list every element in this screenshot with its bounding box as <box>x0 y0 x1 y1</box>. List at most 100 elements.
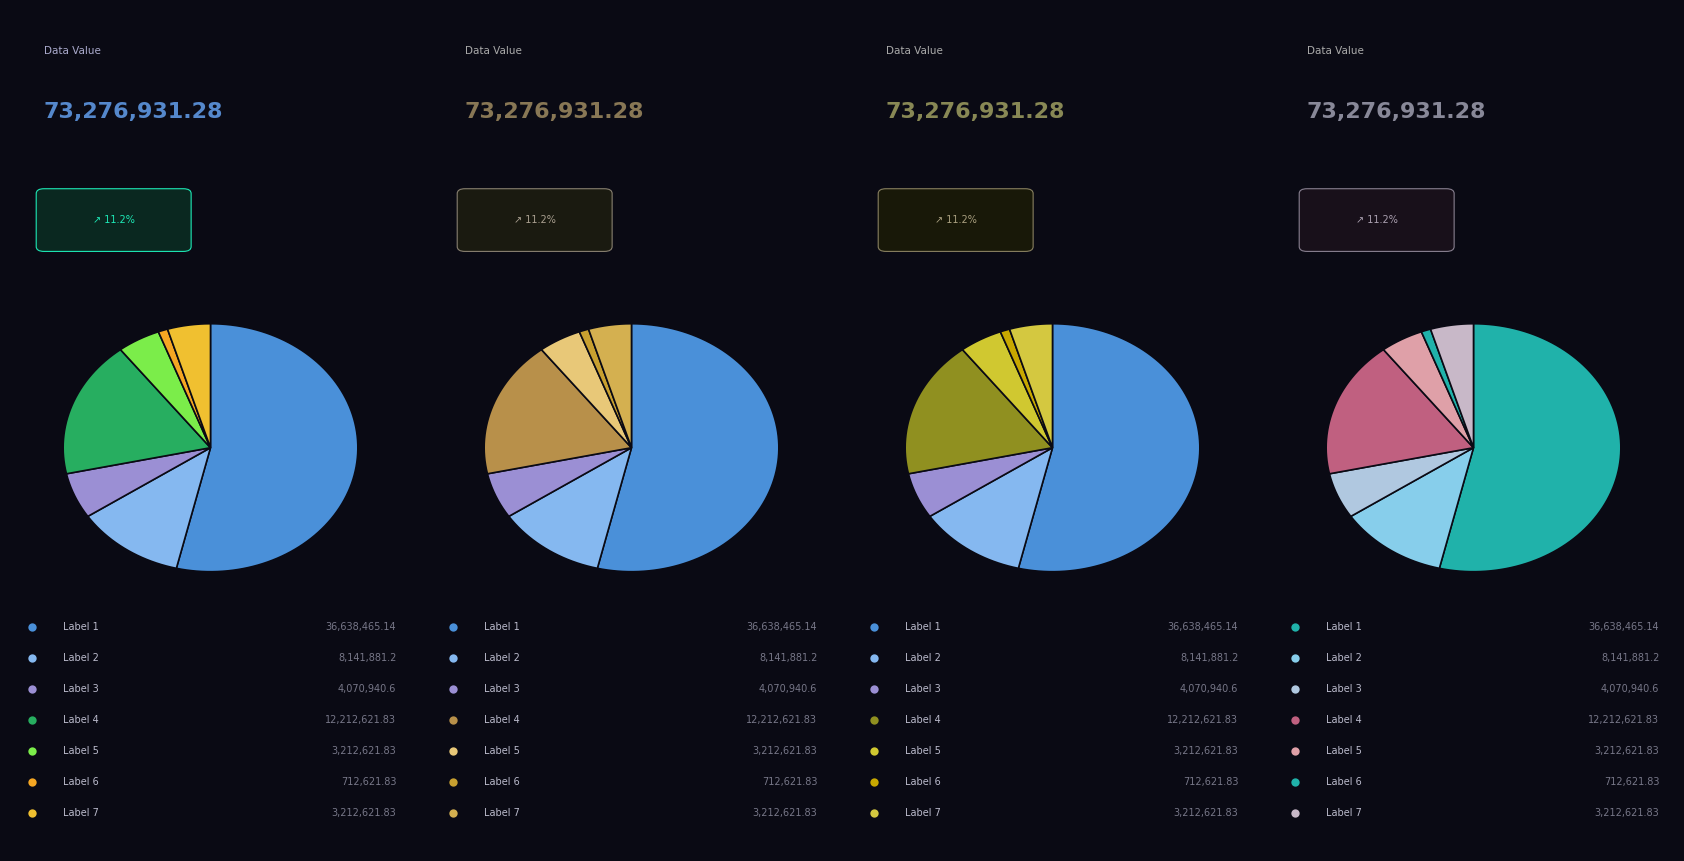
Polygon shape <box>1327 350 1474 474</box>
Polygon shape <box>1421 329 1474 448</box>
Text: Label 2: Label 2 <box>485 653 520 663</box>
Polygon shape <box>963 331 1052 448</box>
FancyBboxPatch shape <box>879 189 1034 251</box>
Text: Label 1: Label 1 <box>1327 622 1362 632</box>
Polygon shape <box>177 324 357 572</box>
Polygon shape <box>66 448 210 517</box>
Text: 3,212,621.83: 3,212,621.83 <box>1595 746 1659 756</box>
Polygon shape <box>598 324 778 572</box>
Polygon shape <box>1019 324 1199 572</box>
Text: Label 5: Label 5 <box>485 746 520 756</box>
Text: 4,070,940.6: 4,070,940.6 <box>1180 684 1238 694</box>
Text: Label 6: Label 6 <box>64 777 99 787</box>
Text: Label 5: Label 5 <box>1327 746 1362 756</box>
Text: Label 5: Label 5 <box>906 746 941 756</box>
Polygon shape <box>485 350 632 474</box>
FancyBboxPatch shape <box>1300 189 1455 251</box>
Text: Label 6: Label 6 <box>485 777 520 787</box>
Text: Label 3: Label 3 <box>1327 684 1362 694</box>
Polygon shape <box>1440 324 1620 572</box>
Text: Label 3: Label 3 <box>906 684 941 694</box>
Text: Label 4: Label 4 <box>485 715 520 725</box>
Text: Label 7: Label 7 <box>906 808 941 818</box>
Text: 712,621.83: 712,621.83 <box>1603 777 1659 787</box>
Text: 36,638,465.14: 36,638,465.14 <box>1167 622 1238 632</box>
Text: 8,141,881.2: 8,141,881.2 <box>1180 653 1238 663</box>
Text: 8,141,881.2: 8,141,881.2 <box>1601 653 1659 663</box>
Text: 712,621.83: 712,621.83 <box>340 777 396 787</box>
Polygon shape <box>1351 448 1474 568</box>
Text: 4,070,940.6: 4,070,940.6 <box>338 684 396 694</box>
Text: 3,212,621.83: 3,212,621.83 <box>1174 808 1238 818</box>
Polygon shape <box>509 448 632 568</box>
Text: 4,070,940.6: 4,070,940.6 <box>1601 684 1659 694</box>
Text: 3,212,621.83: 3,212,621.83 <box>753 746 817 756</box>
Polygon shape <box>1329 448 1474 517</box>
Text: 36,638,465.14: 36,638,465.14 <box>325 622 396 632</box>
Polygon shape <box>64 350 210 474</box>
Polygon shape <box>1384 331 1474 448</box>
Text: Data Value: Data Value <box>886 46 943 57</box>
Polygon shape <box>930 448 1052 568</box>
Text: Label 6: Label 6 <box>906 777 941 787</box>
Text: Label 2: Label 2 <box>1327 653 1362 663</box>
Text: 712,621.83: 712,621.83 <box>1182 777 1238 787</box>
Text: 73,276,931.28: 73,276,931.28 <box>886 102 1066 122</box>
Polygon shape <box>158 329 210 448</box>
Text: 73,276,931.28: 73,276,931.28 <box>465 102 645 122</box>
Polygon shape <box>487 448 632 517</box>
Text: Label 6: Label 6 <box>1327 777 1362 787</box>
Text: 36,638,465.14: 36,638,465.14 <box>1588 622 1659 632</box>
Text: Label 5: Label 5 <box>64 746 99 756</box>
Polygon shape <box>542 331 632 448</box>
Text: Label 4: Label 4 <box>64 715 99 725</box>
Text: 4,070,940.6: 4,070,940.6 <box>759 684 817 694</box>
Polygon shape <box>579 329 632 448</box>
Text: ↗ 11.2%: ↗ 11.2% <box>93 215 135 225</box>
Text: 3,212,621.83: 3,212,621.83 <box>753 808 817 818</box>
Polygon shape <box>906 350 1052 474</box>
Text: Label 4: Label 4 <box>1327 715 1362 725</box>
Text: 8,141,881.2: 8,141,881.2 <box>338 653 396 663</box>
Text: 712,621.83: 712,621.83 <box>761 777 817 787</box>
Polygon shape <box>167 324 210 448</box>
Polygon shape <box>588 324 632 448</box>
Text: Label 7: Label 7 <box>1327 808 1362 818</box>
Text: Label 1: Label 1 <box>906 622 941 632</box>
Text: Label 4: Label 4 <box>906 715 941 725</box>
Text: Label 1: Label 1 <box>64 622 99 632</box>
Text: Label 2: Label 2 <box>906 653 941 663</box>
Text: 73,276,931.28: 73,276,931.28 <box>1307 102 1487 122</box>
Text: Label 7: Label 7 <box>485 808 520 818</box>
Text: ↗ 11.2%: ↗ 11.2% <box>935 215 977 225</box>
Text: 36,638,465.14: 36,638,465.14 <box>746 622 817 632</box>
Text: Label 3: Label 3 <box>64 684 99 694</box>
FancyBboxPatch shape <box>37 189 192 251</box>
Text: Data Value: Data Value <box>465 46 522 57</box>
Polygon shape <box>121 331 210 448</box>
Polygon shape <box>88 448 210 568</box>
Text: 3,212,621.83: 3,212,621.83 <box>332 746 396 756</box>
Text: 12,212,621.83: 12,212,621.83 <box>1167 715 1238 725</box>
Polygon shape <box>908 448 1052 517</box>
Text: Data Value: Data Value <box>44 46 101 57</box>
Text: 12,212,621.83: 12,212,621.83 <box>746 715 817 725</box>
Text: 12,212,621.83: 12,212,621.83 <box>1588 715 1659 725</box>
Text: Label 3: Label 3 <box>485 684 520 694</box>
Polygon shape <box>1000 329 1052 448</box>
Text: 3,212,621.83: 3,212,621.83 <box>1174 746 1238 756</box>
FancyBboxPatch shape <box>458 189 613 251</box>
Text: 3,212,621.83: 3,212,621.83 <box>332 808 396 818</box>
Polygon shape <box>1009 324 1052 448</box>
Text: ↗ 11.2%: ↗ 11.2% <box>1356 215 1398 225</box>
Text: Data Value: Data Value <box>1307 46 1364 57</box>
Text: 73,276,931.28: 73,276,931.28 <box>44 102 224 122</box>
Polygon shape <box>1430 324 1474 448</box>
Text: 12,212,621.83: 12,212,621.83 <box>325 715 396 725</box>
Text: 3,212,621.83: 3,212,621.83 <box>1595 808 1659 818</box>
Text: Label 7: Label 7 <box>64 808 99 818</box>
Text: ↗ 11.2%: ↗ 11.2% <box>514 215 556 225</box>
Text: Label 2: Label 2 <box>64 653 99 663</box>
Text: 8,141,881.2: 8,141,881.2 <box>759 653 817 663</box>
Text: Label 1: Label 1 <box>485 622 520 632</box>
